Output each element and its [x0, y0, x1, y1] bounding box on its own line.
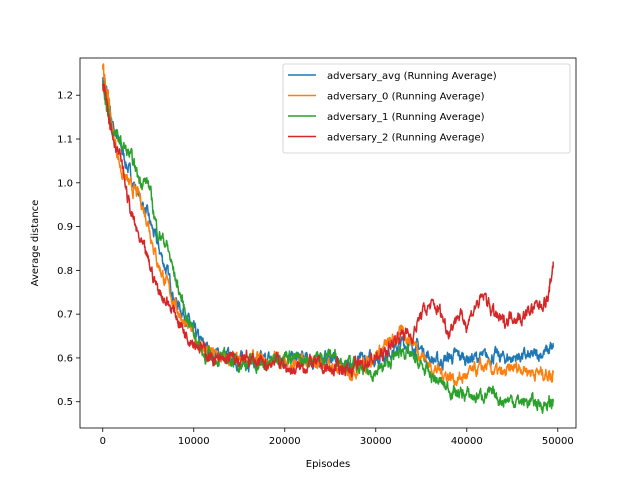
- x-axis: 0 10000 20000 30000 40000 50000: [100, 428, 574, 447]
- x-tick-label: 0: [100, 436, 106, 447]
- x-tick-label: 40000: [451, 436, 483, 447]
- legend: adversary_avg (Running Average) adversary…: [282, 63, 571, 154]
- x-axis-label: Episodes: [306, 459, 350, 470]
- series-line-3: [102, 82, 554, 378]
- y-axis-label: Average distance: [30, 200, 41, 287]
- x-tick-label: 50000: [542, 436, 574, 447]
- y-tick-label: 1.0: [57, 178, 73, 189]
- y-tick-label: 1.1: [57, 135, 73, 146]
- x-tick-label: 30000: [360, 436, 392, 447]
- y-tick-label: 0.6: [57, 353, 73, 364]
- legend-box: [282, 63, 571, 154]
- y-tick-label: 0.9: [57, 222, 73, 233]
- plot-frame: [79, 57, 577, 429]
- legend-label-3: adversary_2 (Running Average): [327, 133, 485, 144]
- legend-label-0: adversary_avg (Running Average): [327, 71, 497, 82]
- y-tick-label: 0.7: [57, 310, 73, 321]
- y-tick-label: 0.8: [57, 266, 73, 277]
- legend-label-2: adversary_1 (Running Average): [327, 112, 485, 123]
- x-tick-label: 10000: [178, 436, 210, 447]
- y-tick-label: 0.5: [57, 397, 73, 408]
- y-axis: 0.5 0.6 0.7 0.8 0.9 1.0 1.1 1.2: [57, 91, 80, 408]
- x-tick-label: 20000: [269, 436, 301, 447]
- y-tick-label: 1.2: [57, 91, 73, 102]
- legend-label-1: adversary_0 (Running Average): [327, 92, 485, 103]
- series-line-2: [102, 80, 554, 414]
- series-layer: [102, 63, 554, 414]
